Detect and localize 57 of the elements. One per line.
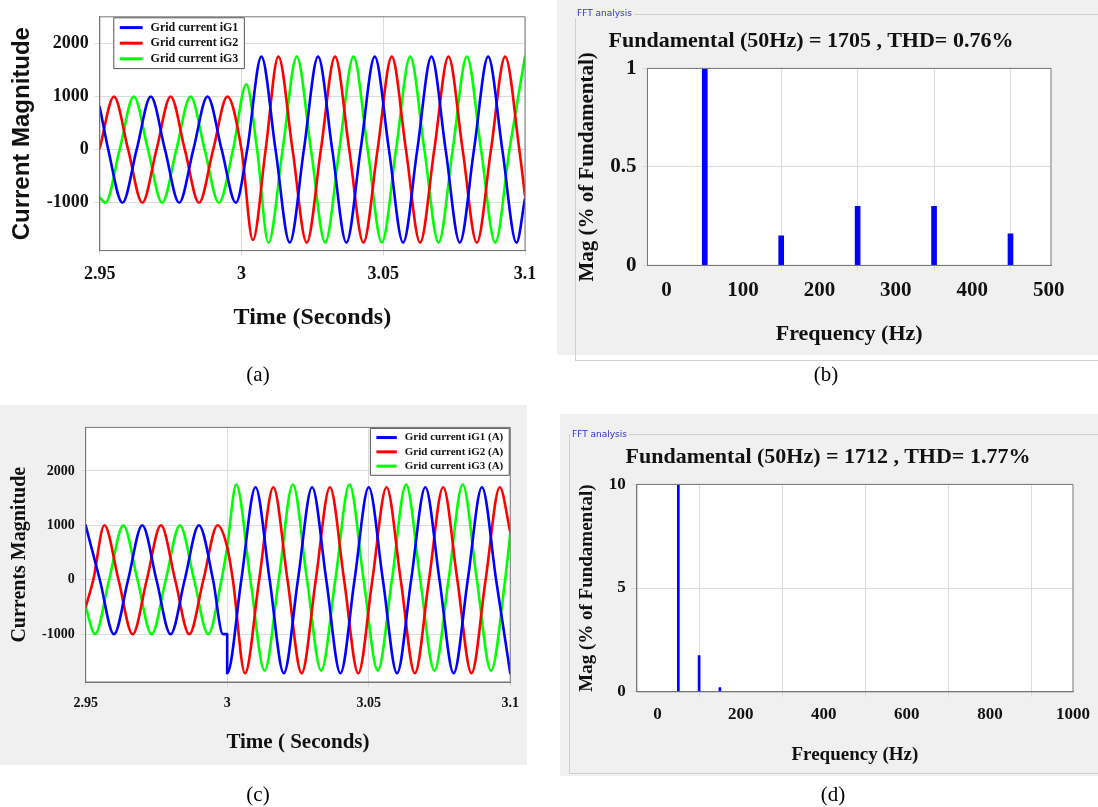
x-tick-label: 800	[977, 704, 1003, 724]
y-tick-label: 0	[79, 138, 89, 159]
x-tick-label: 3.05	[367, 263, 400, 284]
x-tick-label: 3.05	[356, 695, 381, 711]
x-axis-title: Frequency (Hz)	[775, 320, 923, 346]
bar	[931, 205, 937, 266]
text: (c)	[246, 782, 270, 807]
y-tick-label: 1	[625, 54, 637, 79]
y-tick-label: 2000	[46, 462, 75, 478]
x-tick-label: 600	[894, 704, 920, 724]
y-tick-label: -1000	[46, 191, 89, 212]
y-tick-label: 1000	[52, 85, 89, 106]
text: (b)	[813, 362, 839, 387]
text: FFT analysis	[570, 429, 629, 439]
x-tick-label: 3	[223, 695, 231, 711]
x-tick-label: 0	[661, 277, 672, 302]
x-tick-label: 100	[727, 277, 759, 302]
chart-title: Fundamental (50Hz) = 1712 , THD= 1.77%	[625, 442, 1031, 468]
y-tick-label: 2000	[52, 32, 89, 53]
x-tick-label: 2.95	[73, 695, 98, 711]
x-tick-label: 3	[237, 263, 247, 284]
legend-label: Grid current iG3	[150, 50, 239, 65]
x-tick-label: 400	[956, 277, 989, 302]
y-tick-label: -1000	[41, 625, 75, 641]
x-tick-label: 2.95	[84, 263, 116, 284]
x-tick-label: 200	[727, 704, 754, 724]
x-tick-label: 1000	[1056, 704, 1090, 724]
y-tick-label: 0	[67, 571, 75, 587]
x-tick-label: 300	[880, 277, 912, 302]
legend-label: Grid current iG1	[150, 19, 239, 34]
chart-title: Fundamental (50Hz) = 1705 , THD= 0.76%	[608, 26, 1014, 52]
x-tick-label: 500	[1032, 277, 1065, 302]
x-tick-label: 0	[653, 704, 662, 724]
bar	[677, 484, 680, 692]
x-tick-label: 3.1	[513, 263, 537, 284]
y-axis-title: Currents Magnitude	[7, 466, 31, 643]
y-tick-label: 5	[617, 577, 626, 597]
y-axis-title: Mag (% of Fundamental)	[574, 52, 599, 282]
x-tick-label: 200	[803, 277, 836, 302]
text: FFT analysis	[575, 8, 634, 18]
text: (d)	[820, 782, 846, 807]
legend-label: Grid current iG2	[150, 35, 239, 50]
x-axis-title: Time ( Seconds)	[226, 728, 370, 753]
y-axis-title: Mag (% of Fundamental)	[575, 484, 598, 692]
text: (a)	[246, 362, 270, 387]
legend-label: Grid current iG1 (A)	[404, 430, 504, 444]
x-axis-title: Frequency (Hz)	[791, 742, 919, 765]
x-tick-label: 3.1	[501, 695, 519, 711]
x-axis-title: Time (Seconds)	[233, 302, 392, 329]
y-tick-label: 1000	[46, 516, 75, 532]
legend-label: Grid current iG3 (A)	[404, 458, 504, 472]
y-tick-label: 0.5	[610, 153, 637, 178]
legend-label: Grid current iG2 (A)	[404, 444, 504, 458]
y-tick-label: 10	[608, 473, 626, 493]
y-axis-title: Current Magnitude	[7, 27, 35, 241]
x-tick-label: 400	[810, 704, 837, 724]
bar	[778, 235, 785, 266]
